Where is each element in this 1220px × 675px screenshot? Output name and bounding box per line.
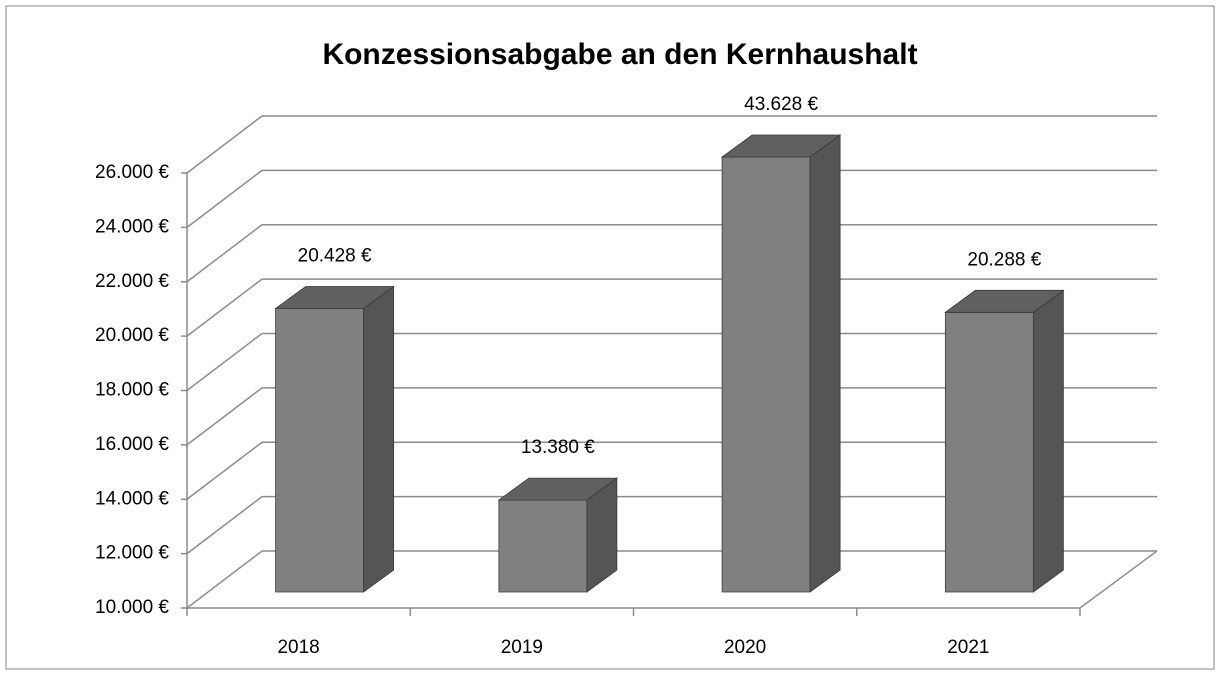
x-tick-label: 2020: [724, 637, 766, 658]
grid-line: [186, 224, 1157, 283]
data-label: 20.428 €: [298, 246, 372, 267]
bar-top: [274, 286, 395, 309]
grid-line: [186, 115, 1157, 174]
grid-line: [186, 278, 1157, 337]
floor-edge: [1079, 550, 1158, 609]
y-tick-label: 20.000 €: [95, 325, 169, 346]
grid-line: [186, 387, 1157, 446]
bar: [944, 289, 1065, 593]
bar-side: [809, 134, 841, 593]
data-label: 43.628 €: [744, 94, 818, 115]
y-tick-label: 22.000 €: [95, 271, 169, 292]
bar-top: [497, 477, 619, 501]
y-tick-label: 24.000 €: [95, 216, 169, 237]
bar-side: [1032, 289, 1064, 593]
y-tick-label: 10.000 €: [95, 597, 169, 618]
data-label: 20.288 €: [967, 249, 1041, 270]
bar-front: [498, 499, 588, 593]
grid-line: [186, 169, 1157, 228]
grid-line: [186, 332, 1157, 392]
bar-front: [275, 308, 365, 593]
bar: [497, 477, 619, 593]
y-tick-label: 16.000 €: [95, 434, 169, 455]
bar-front: [944, 311, 1034, 593]
y-tick-label: 26.000 €: [95, 162, 169, 183]
bar: [720, 134, 842, 593]
bar-top: [944, 289, 1065, 313]
y-tick-label: 18.000 €: [95, 380, 169, 401]
grid-line: [186, 495, 1157, 555]
x-tick-label: 2021: [947, 637, 989, 658]
grid-line: [186, 550, 1157, 609]
bar-top: [720, 134, 842, 158]
y-tick-label: 12.000 €: [95, 543, 169, 564]
bar-side: [363, 285, 395, 593]
chart-title: Konzessionsabgabe an den Kernhaushalt: [322, 38, 917, 71]
data-label: 13.380 €: [521, 437, 595, 458]
grid-line: [186, 441, 1157, 500]
x-tick-label: 2019: [501, 637, 543, 658]
bar: [274, 285, 395, 593]
y-tick-label: 14.000 €: [95, 488, 169, 509]
x-tick-label: 2018: [277, 637, 319, 658]
bar-front: [721, 156, 811, 593]
